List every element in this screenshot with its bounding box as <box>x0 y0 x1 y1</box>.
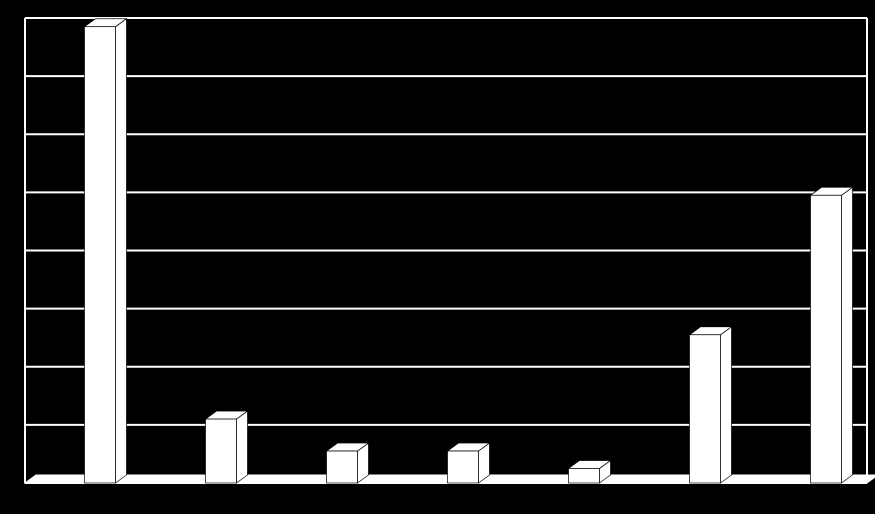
bar-side <box>721 327 732 483</box>
bar-front <box>690 335 721 483</box>
bar-side <box>842 187 853 483</box>
bar-front <box>569 468 600 483</box>
bar-side <box>237 411 248 483</box>
bar-7 <box>811 187 853 483</box>
bar-front <box>206 419 237 483</box>
bar-5 <box>569 460 611 483</box>
bar-1 <box>85 19 127 483</box>
bar-3 <box>327 443 369 483</box>
bar-4 <box>448 443 490 483</box>
bar-front <box>85 27 116 483</box>
bar-front <box>448 451 479 483</box>
bar-chart <box>0 0 875 514</box>
bar-2 <box>206 411 248 483</box>
bar-side <box>116 19 127 483</box>
bar-front <box>327 451 358 483</box>
bar-front <box>811 195 842 483</box>
bar-6 <box>690 327 732 483</box>
